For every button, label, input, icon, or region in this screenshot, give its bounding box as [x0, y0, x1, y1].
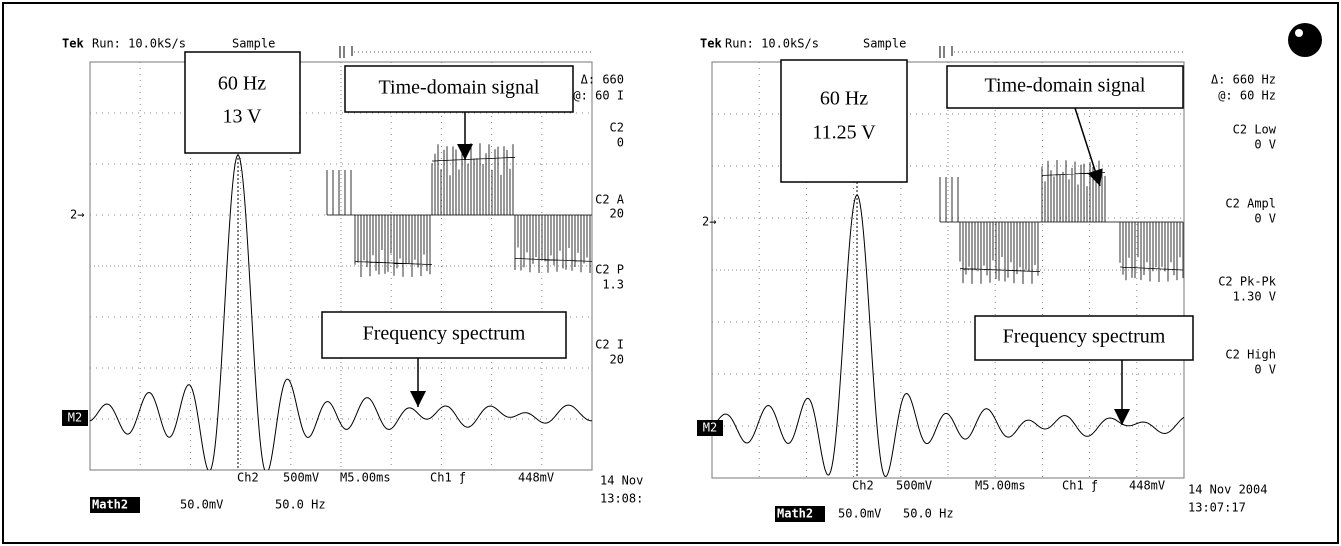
- measurement: C2 Ampl: [1225, 197, 1276, 211]
- measurement: C2 P: [595, 263, 624, 277]
- scope-footer: Ch2: [852, 479, 874, 493]
- scope-footer: 13:08:: [600, 492, 643, 506]
- measurement: 20: [610, 207, 624, 221]
- peak-callout-text: 11.25 V: [812, 122, 876, 144]
- scope-header: Sample: [863, 37, 906, 51]
- measurement: 1.3: [602, 278, 624, 292]
- time-callout-text: Time-domain signal: [379, 77, 540, 99]
- measurement: C2 Pk-Pk: [1218, 275, 1277, 289]
- measurement: Δ: 660 Hz: [1211, 73, 1276, 87]
- scope-header: Tek: [700, 37, 722, 51]
- scope-footer: 448mV: [518, 471, 554, 485]
- math-row: 50.0 Hz: [275, 498, 326, 512]
- scope-footer: M5.00ms: [975, 479, 1026, 493]
- measurement: C2 A: [595, 193, 625, 207]
- math-marker: M2: [68, 411, 82, 425]
- scope-footer: Ch1 ƒ: [1062, 479, 1098, 493]
- math-row: 50.0mV: [180, 498, 223, 512]
- freq-callout-text: Frequency spectrum: [1003, 326, 1166, 348]
- measurement: C2 I: [595, 338, 624, 352]
- scope-footer: 14 Nov 2004: [1188, 483, 1267, 497]
- indicator: [1288, 23, 1322, 57]
- peak-callout-text: 13 V: [222, 106, 262, 128]
- measurement: 0 V: [1254, 212, 1276, 226]
- math-row: Math2: [92, 498, 128, 512]
- measurement: 0 V: [1254, 363, 1276, 377]
- scope-header: Run: 10.0kS/s: [92, 37, 186, 51]
- scope-footer: Ch2: [237, 471, 259, 485]
- time-callout-text: Time-domain signal: [985, 75, 1146, 97]
- freq-callout-text: Frequency spectrum: [363, 323, 526, 345]
- scope-footer: 14 Nov: [600, 474, 643, 488]
- peak-callout-text: 60 Hz: [218, 73, 266, 95]
- math-marker: M2: [703, 421, 717, 435]
- measurement: 20: [610, 353, 624, 367]
- scope-footer: 500mV: [896, 479, 932, 493]
- indicator-highlight: [1295, 29, 1303, 37]
- page: TekRun: 10.0kS/sSample2→M2Δ: 660@: 60 IC…: [0, 0, 1341, 546]
- math-row: 50.0mV: [838, 507, 881, 521]
- measurement: C2 High: [1225, 348, 1276, 362]
- channel-marker: 2→: [702, 215, 716, 229]
- measurement: 0 V: [1254, 138, 1276, 152]
- scope-header: Sample: [232, 37, 275, 51]
- channel-marker: 2→: [70, 208, 84, 222]
- scope-header: Tek: [62, 37, 84, 51]
- scope-footer: 500mV: [283, 471, 319, 485]
- math-row: 50.0 Hz: [903, 507, 954, 521]
- measurement: @: 60 I: [573, 89, 624, 103]
- measurement: C2 Low: [1233, 123, 1277, 137]
- measurement: @: 60 Hz: [1218, 89, 1276, 103]
- measurement: 1.30 V: [1233, 290, 1276, 304]
- scope-footer: 448mV: [1129, 479, 1165, 493]
- scope-footer: M5.00ms: [340, 471, 391, 485]
- scope-footer: 13:07:17: [1188, 501, 1246, 515]
- scope-footer: Ch1 ƒ: [430, 471, 466, 485]
- measurement: Δ: 660: [581, 73, 624, 87]
- measurement: C2: [610, 121, 624, 135]
- scope-header: Run: 10.0kS/s: [725, 37, 819, 51]
- peak-callout-text: 60 Hz: [820, 88, 868, 110]
- peak-callout-box: [185, 52, 300, 153]
- measurement: 0: [617, 136, 624, 150]
- math-row: Math2: [777, 507, 813, 521]
